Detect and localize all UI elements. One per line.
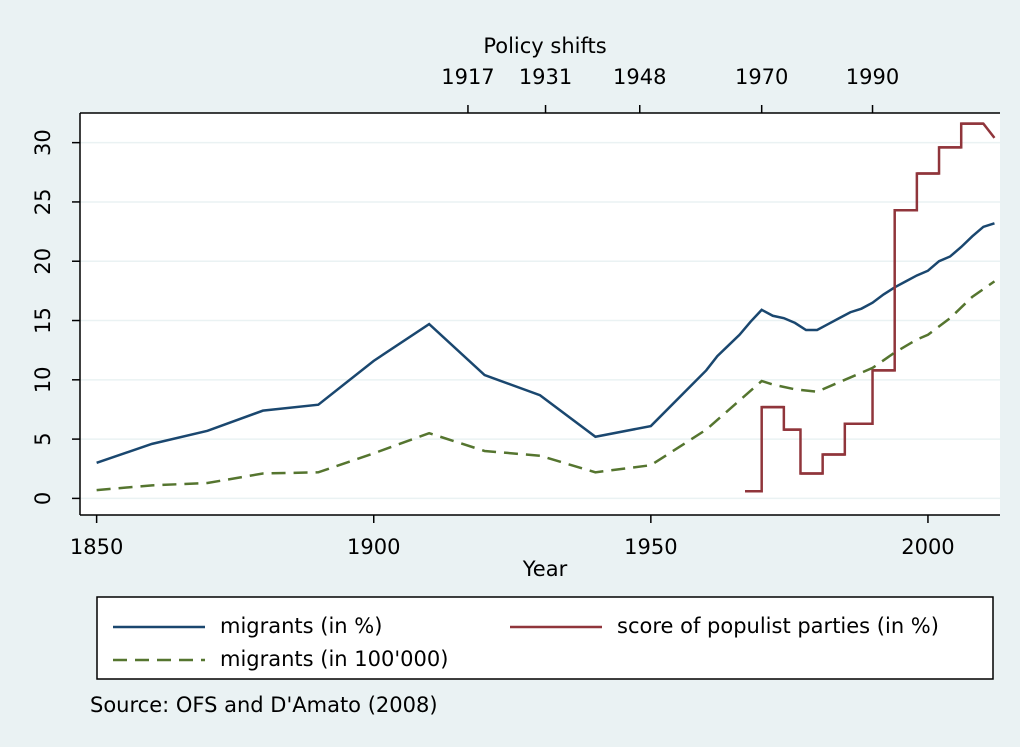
- legend-box: [96, 596, 994, 680]
- y-tick-label: 30: [31, 129, 55, 156]
- series-line: [96, 280, 996, 492]
- y-tick-label: 5: [31, 432, 55, 445]
- legend-label: score of populist parties (in %): [617, 614, 939, 638]
- legend-label: migrants (in %): [220, 614, 382, 638]
- x-tick-label: 2000: [901, 535, 954, 559]
- plot-area: [80, 113, 1000, 515]
- y-tick-label: 10: [31, 366, 55, 393]
- x-tick-label: 1950: [624, 535, 677, 559]
- y-tick-label: 15: [31, 307, 55, 334]
- series-line: [96, 222, 995, 465]
- top-tick-label: 1917: [441, 65, 494, 89]
- top-axis-title: Policy shifts: [483, 34, 606, 58]
- top-tick-label: 1931: [519, 65, 572, 89]
- y-tick-label: 20: [31, 248, 55, 275]
- source-note: Source: OFS and D'Amato (2008): [90, 693, 438, 717]
- y-tick-label: 25: [31, 189, 55, 216]
- legend-label: migrants (in 100'000): [220, 647, 448, 671]
- x-tick-label: 1900: [347, 535, 400, 559]
- step-line: [745, 122, 996, 493]
- top-tick-label: 1948: [613, 65, 666, 89]
- x-tick-label: 1850: [70, 535, 123, 559]
- top-tick-label: 1990: [846, 65, 899, 89]
- top-tick-label: 1970: [735, 65, 788, 89]
- x-axis-title: Year: [522, 557, 568, 581]
- y-tick-label: 0: [31, 492, 55, 505]
